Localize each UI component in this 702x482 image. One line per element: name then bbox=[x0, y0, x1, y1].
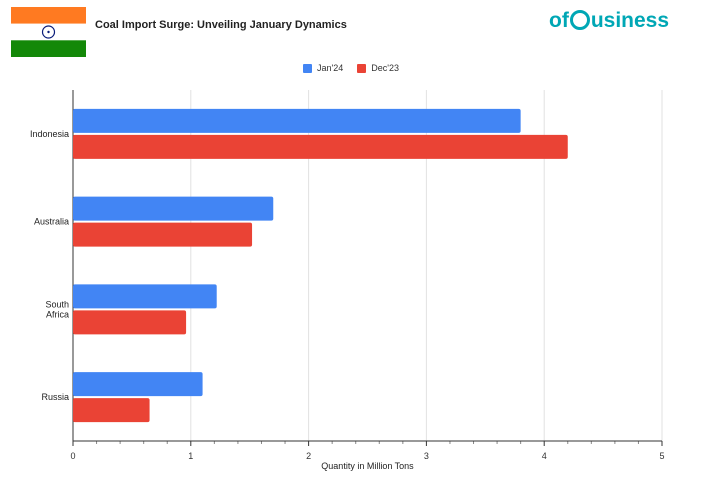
logo-text-left: of bbox=[549, 9, 569, 32]
bar-jan bbox=[73, 372, 203, 397]
x-tick-label: 4 bbox=[542, 451, 547, 461]
x-tick-label: 1 bbox=[188, 451, 193, 461]
india-flag-icon bbox=[11, 7, 86, 57]
legend-label-dec: Dec'23 bbox=[371, 63, 399, 73]
y-category-label: Australia bbox=[34, 217, 69, 227]
y-category-label: Russia bbox=[41, 392, 69, 402]
y-category-label-line: Africa bbox=[46, 309, 69, 319]
y-category-label: South Africa bbox=[45, 299, 69, 319]
flag-green-band bbox=[11, 40, 86, 57]
logo-ring-icon bbox=[569, 10, 590, 30]
logo-text-right: usiness bbox=[590, 9, 670, 32]
legend-item-dec[interactable]: Dec'23 bbox=[357, 63, 399, 73]
x-tick-label: 0 bbox=[70, 451, 75, 461]
x-axis-title: Quantity in Million Tons bbox=[321, 461, 414, 471]
bar-dec bbox=[73, 222, 253, 247]
chart-title: Coal Import Surge: Unveiling January Dyn… bbox=[95, 19, 347, 31]
legend-label-jan: Jan'24 bbox=[317, 63, 344, 73]
x-tick-label: 5 bbox=[659, 451, 664, 461]
y-category-label-line: Australia bbox=[34, 217, 69, 227]
chart-legend: Jan'24 Dec'23 bbox=[0, 63, 702, 73]
legend-item-jan[interactable]: Jan'24 bbox=[303, 63, 343, 73]
ashoka-chakra-icon bbox=[41, 25, 56, 39]
legend-swatch-jan bbox=[303, 63, 312, 73]
flag-saffron-band bbox=[11, 7, 86, 24]
y-category-label-line: Indonesia bbox=[30, 129, 69, 139]
bar-dec bbox=[73, 398, 150, 423]
legend-swatch-dec bbox=[357, 63, 367, 73]
x-tick-label: 3 bbox=[424, 451, 429, 461]
y-category-label: Indonesia bbox=[30, 129, 69, 139]
bar-jan bbox=[73, 196, 274, 221]
bar-jan bbox=[73, 108, 521, 133]
bar-dec bbox=[73, 310, 187, 335]
y-category-label-line: Russia bbox=[41, 392, 69, 402]
bar-jan bbox=[73, 284, 217, 309]
ofbusiness-logo: of usiness bbox=[549, 9, 669, 33]
x-tick-label: 2 bbox=[306, 451, 311, 461]
y-category-label-line: South bbox=[45, 299, 69, 309]
bar-dec bbox=[73, 134, 568, 159]
chakra-hub bbox=[47, 30, 50, 34]
